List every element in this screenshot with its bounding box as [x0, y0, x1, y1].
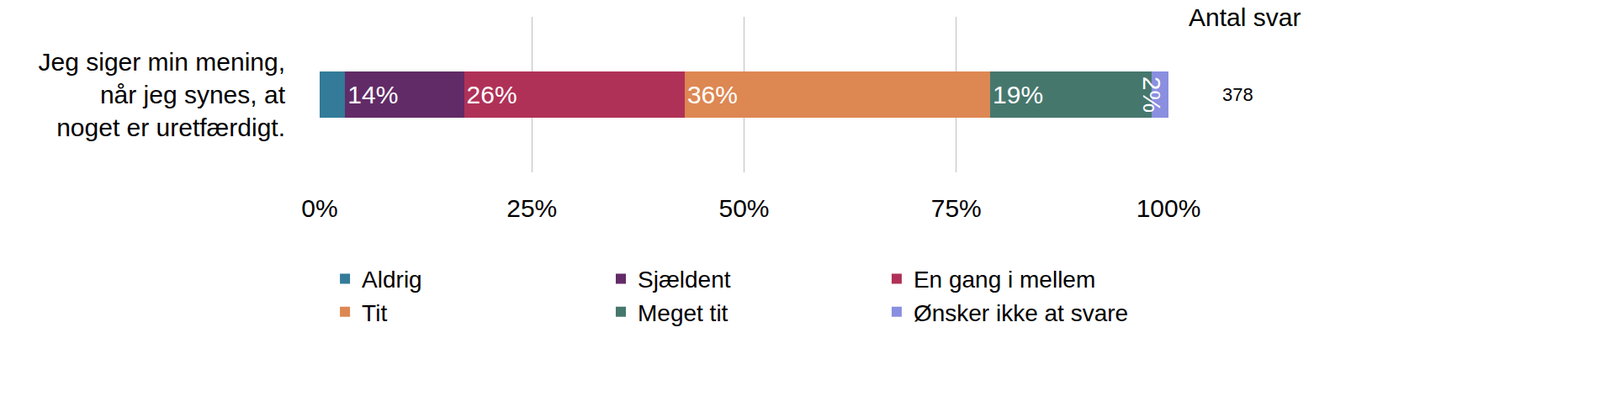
svg-text:26%: 26% — [466, 80, 518, 109]
svg-text:2%: 2% — [1138, 76, 1166, 113]
svg-text:25%: 25% — [506, 194, 557, 223]
svg-text:Sjældent: Sjældent — [637, 266, 732, 293]
svg-text:Jeg siger min mening,når jeg s: Jeg siger min mening,når jeg synes, atno… — [38, 47, 287, 142]
svg-text:50%: 50% — [718, 194, 769, 223]
svg-text:En gang i mellem: En gang i mellem — [913, 266, 1096, 293]
svg-text:Meget tit: Meget tit — [637, 300, 729, 327]
svg-text:14%: 14% — [347, 80, 398, 109]
svg-text:Antal svar: Antal svar — [1188, 3, 1301, 32]
svg-text:Aldrig: Aldrig — [361, 266, 423, 293]
svg-text:0%: 0% — [301, 194, 338, 223]
svg-text:75%: 75% — [931, 194, 982, 223]
svg-text:100%: 100% — [1136, 194, 1202, 223]
svg-text:Ønsker ikke at svare: Ønsker ikke at svare — [913, 300, 1129, 327]
svg-text:19%: 19% — [992, 80, 1044, 109]
svg-text:36%: 36% — [687, 80, 738, 109]
svg-text:378: 378 — [1222, 84, 1254, 106]
svg-text:Tit: Tit — [361, 300, 387, 327]
